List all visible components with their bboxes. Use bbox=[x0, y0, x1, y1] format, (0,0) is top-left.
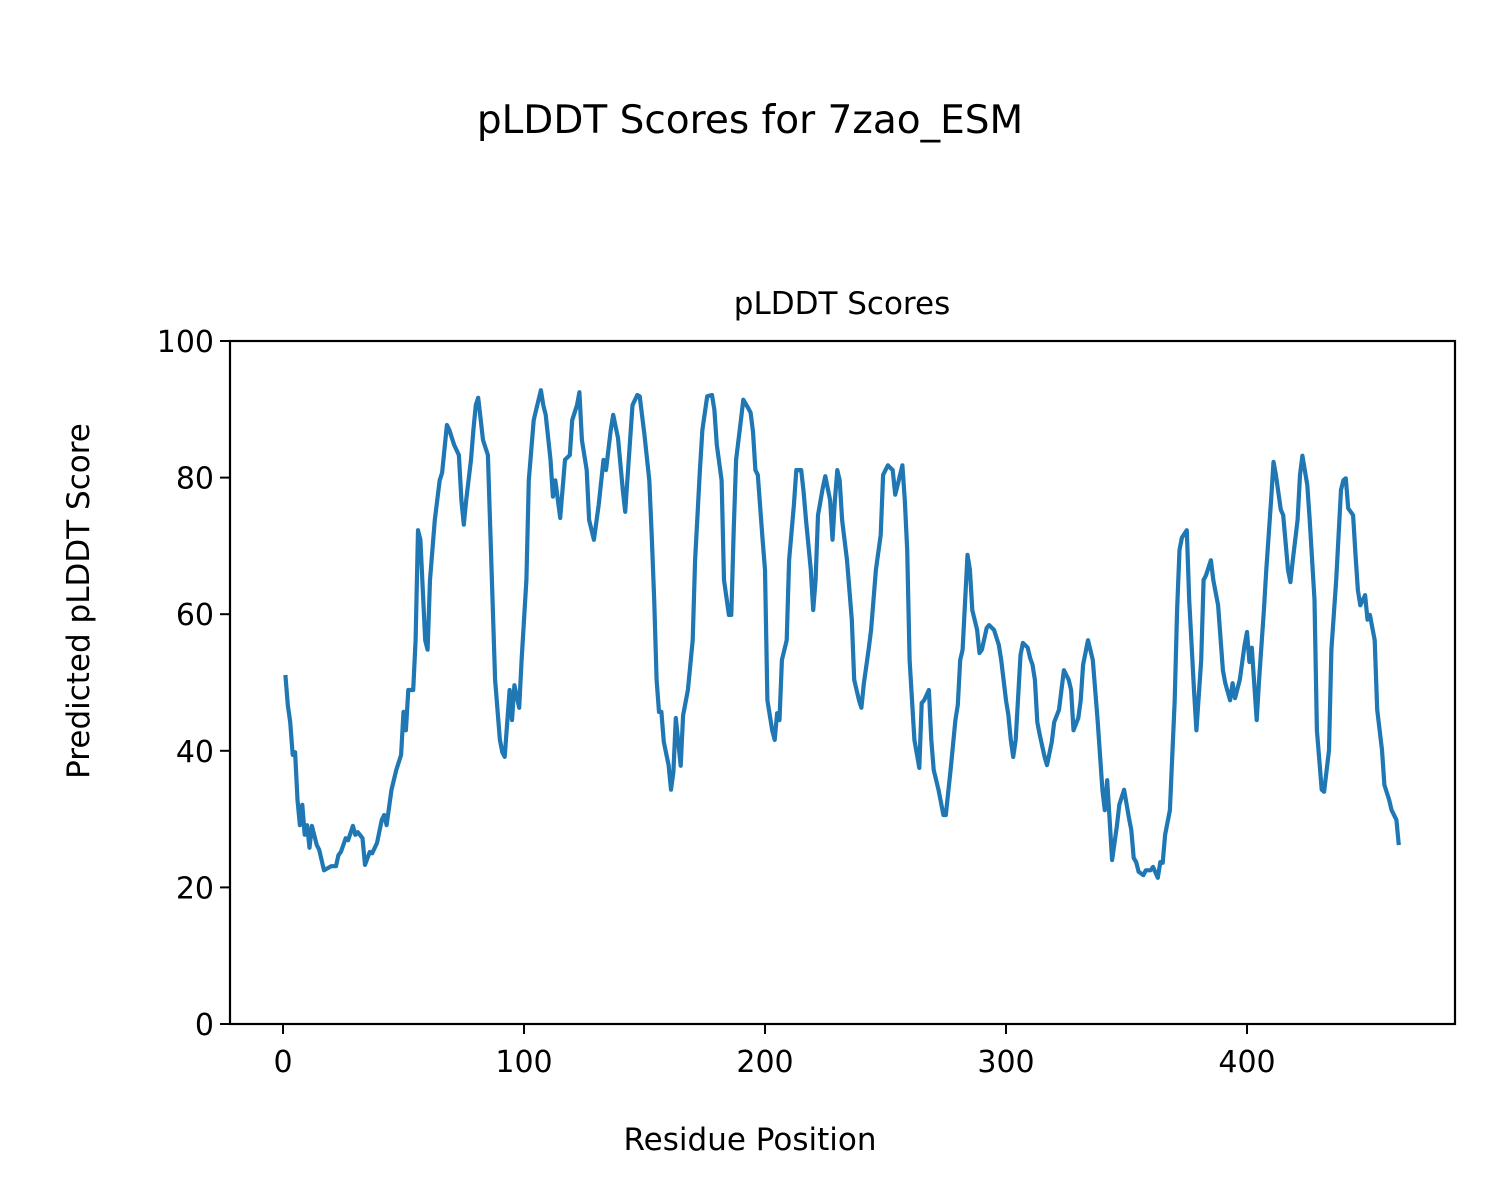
data-points bbox=[285, 390, 1399, 878]
y-tick-label: 80 bbox=[176, 462, 214, 497]
x-tick-label: 0 bbox=[273, 1045, 292, 1080]
x-axis: 0 100 200 300 400 bbox=[273, 1024, 1276, 1080]
y-axis-label: Predicted pLDDT Score bbox=[61, 423, 97, 779]
y-tick-label: 20 bbox=[176, 871, 214, 906]
x-tick-label: 400 bbox=[1218, 1045, 1275, 1080]
x-tick-label: 300 bbox=[977, 1045, 1034, 1080]
y-tick-label: 0 bbox=[195, 1008, 214, 1043]
x-tick-label: 100 bbox=[495, 1045, 552, 1080]
y-tick-label: 100 bbox=[157, 325, 214, 360]
x-tick-label: 200 bbox=[736, 1045, 793, 1080]
plot-area bbox=[283, 388, 1401, 880]
axes-title: pLDDT Scores bbox=[734, 286, 950, 322]
y-tick-label: 60 bbox=[176, 598, 214, 633]
axes-frame bbox=[228, 339, 1457, 1026]
y-tick-label: 40 bbox=[176, 735, 214, 770]
y-axis: 0 20 40 60 80 100 bbox=[157, 325, 230, 1043]
figure-title: pLDDT Scores for 7zao_ESM bbox=[477, 98, 1023, 143]
x-axis-label: Residue Position bbox=[624, 1122, 877, 1158]
